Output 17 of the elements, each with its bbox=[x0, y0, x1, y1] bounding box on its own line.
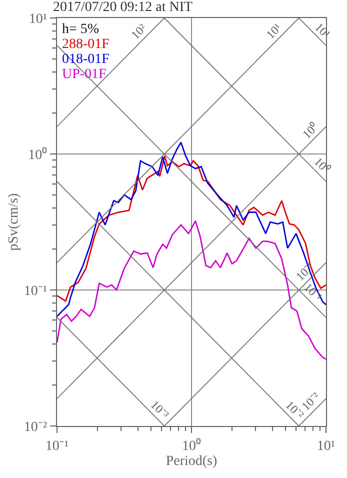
y-axis-title: pSv(cm/s) bbox=[6, 192, 22, 251]
x-tick-label: 10⁻¹ bbox=[45, 438, 69, 454]
annotation: 10¹ bbox=[263, 20, 285, 42]
text: 288-01F bbox=[62, 37, 110, 52]
y-tick-label: 10⁻² bbox=[24, 420, 48, 435]
y-tick-label: 10⁰ bbox=[28, 146, 48, 163]
y-tick-label: 10⁻¹ bbox=[24, 284, 48, 299]
chart-title: 2017/07/20 09:12 at NIT bbox=[53, 0, 194, 15]
annotation: 10⁰ bbox=[311, 154, 333, 176]
annotation: h= 5% bbox=[62, 22, 100, 37]
x-tick-label: 10⁰ bbox=[182, 438, 201, 454]
x-axis-title: Period(s) bbox=[166, 454, 218, 470]
annotation: 10⁻³ bbox=[148, 398, 172, 422]
annotation: 10⁰ bbox=[300, 120, 321, 142]
y-tick-label: 10¹ bbox=[28, 12, 48, 27]
annotation: 10² bbox=[128, 20, 150, 42]
x-tick-label: 10¹ bbox=[316, 438, 336, 454]
